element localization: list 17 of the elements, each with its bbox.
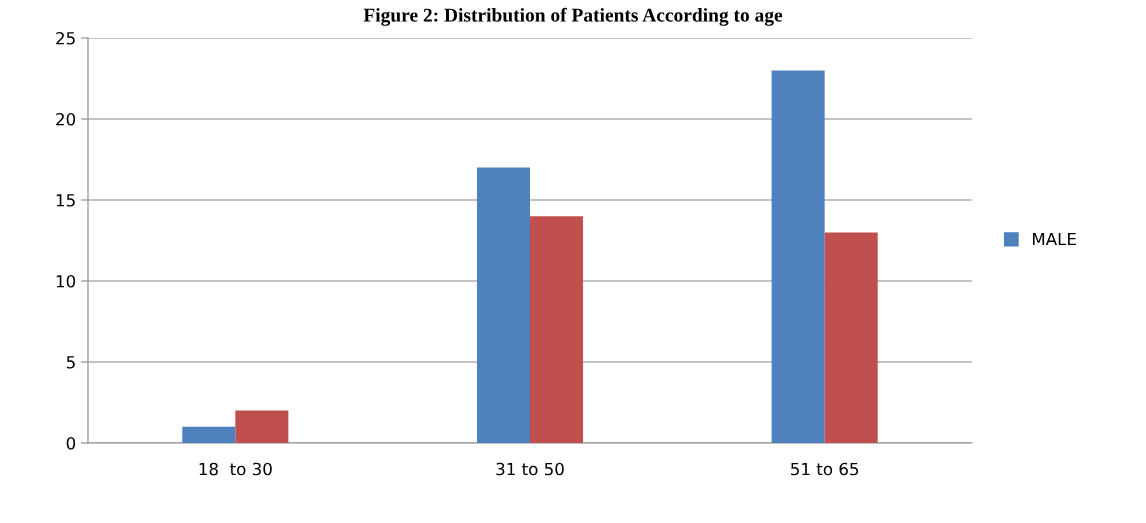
y-tick-label: 25 — [56, 31, 75, 45]
y-tick-label: 5 — [66, 356, 75, 369]
bar — [771, 70, 825, 443]
x-tick-label: 51 to 65 — [791, 462, 859, 476]
y-tick-label: 0 — [66, 436, 76, 450]
chart-title: Figure 2: Distribution of Patients According to age — [363, 7, 783, 26]
x-tick-label: 18 to 30 — [199, 462, 272, 476]
y-tick-label: 15 — [56, 194, 75, 207]
bar — [476, 167, 530, 443]
x-tick-label: 31 to 50 — [496, 462, 564, 476]
bar — [530, 216, 584, 443]
y-tick-label: 20 — [56, 112, 76, 126]
y-tick-label: 10 — [56, 274, 76, 288]
bar — [235, 410, 289, 443]
legend-label: MALE — [1032, 232, 1076, 246]
bar — [182, 426, 236, 443]
bar — [824, 232, 878, 443]
